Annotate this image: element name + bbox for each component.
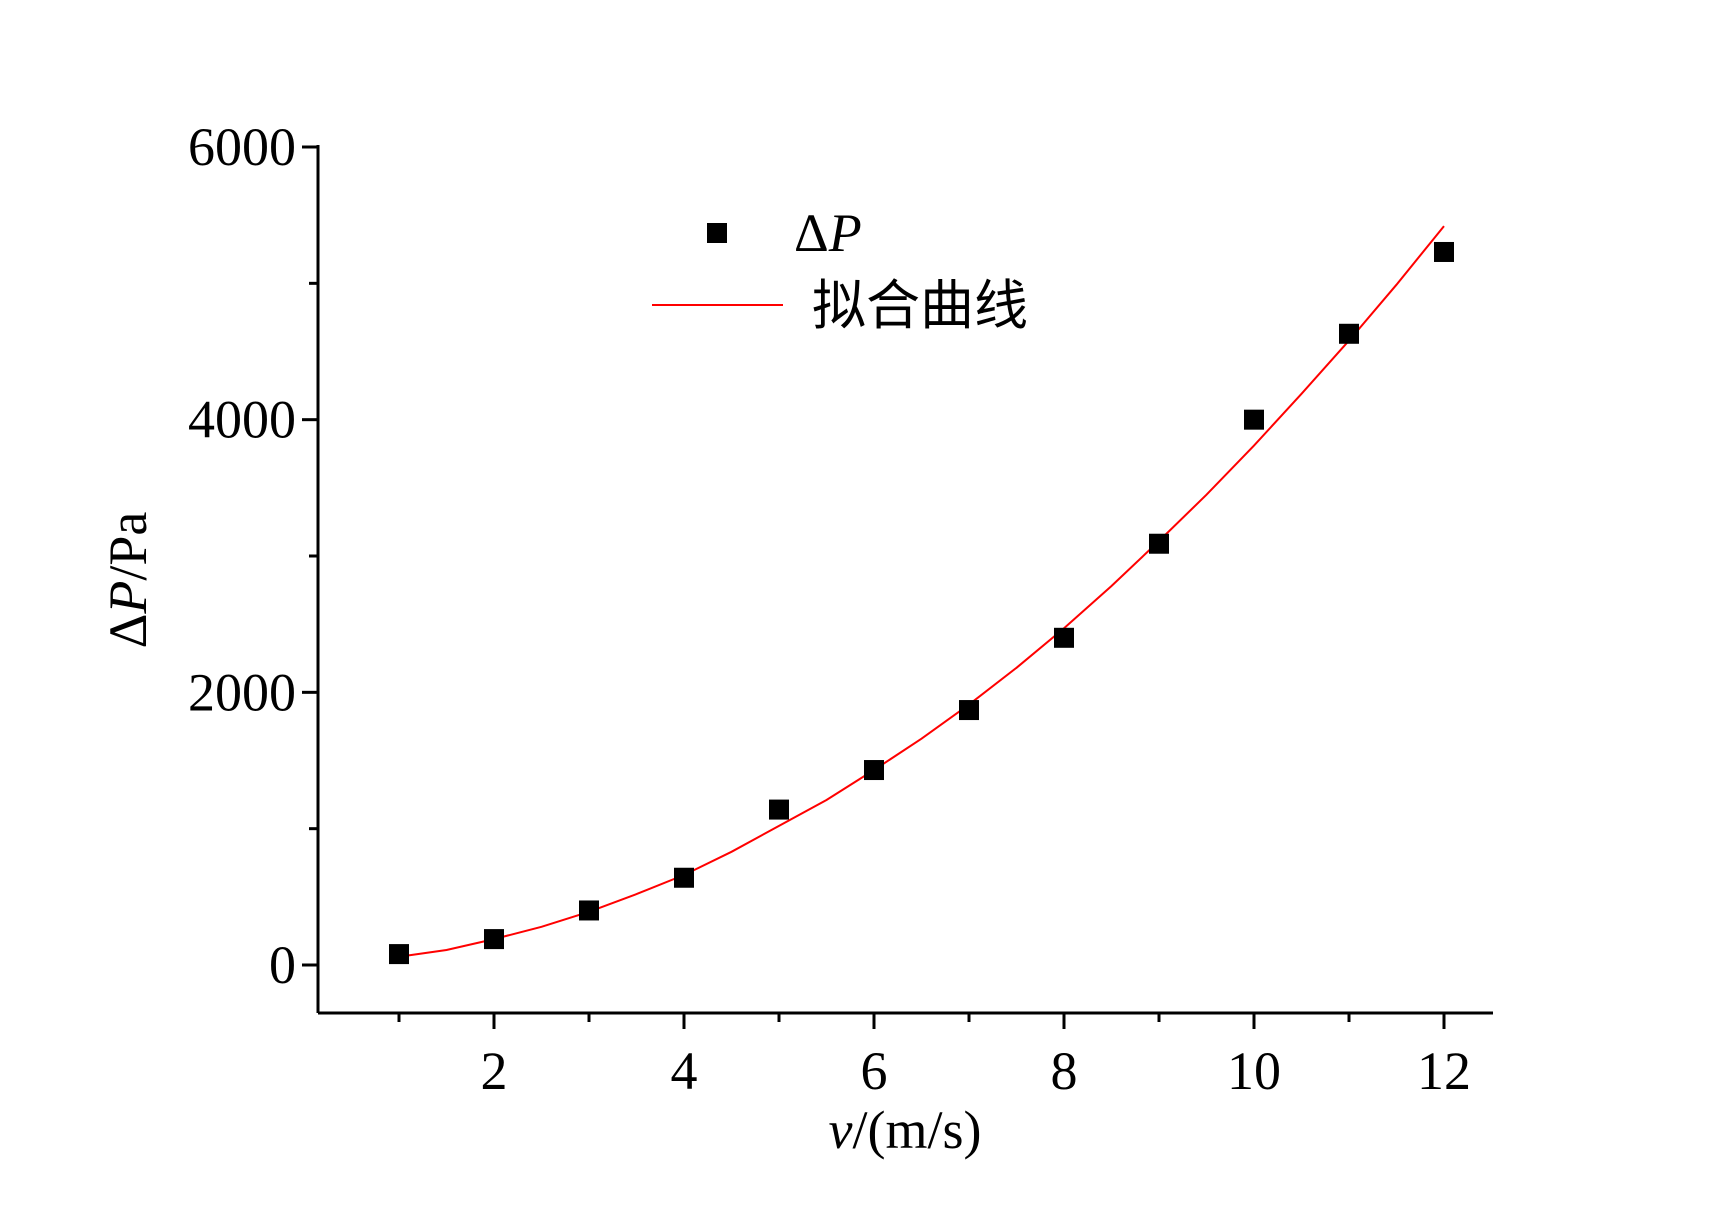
axes: [316, 145, 1493, 1015]
data-point: [1434, 241, 1454, 262]
x-tick-label: 6: [861, 1041, 888, 1101]
data-point: [1339, 323, 1359, 344]
fit-curve-series: [398, 225, 1445, 958]
x-axis-var: v: [829, 1100, 853, 1160]
data-point: [1149, 533, 1169, 554]
y-tick-label: 6000: [188, 117, 296, 177]
legend-entry-fit: 拟合曲线: [812, 276, 1028, 336]
legend-marker-square: [707, 223, 727, 243]
legend-entry-measured: ΔP: [794, 203, 862, 263]
data-point: [959, 700, 979, 721]
data-point: [864, 760, 884, 781]
x-tick-label: 2: [481, 1041, 508, 1101]
y-tick-label: 4000: [188, 390, 296, 450]
y-tick-label: 2000: [188, 662, 296, 722]
tick-labels: 2 4 6 8 10 12 0 2000 4000 6000: [188, 117, 1471, 1101]
x-tick-label: 4: [671, 1041, 698, 1101]
ticks: [302, 145, 1446, 1029]
data-point: [1244, 409, 1264, 430]
y-tick-label: 0: [269, 935, 296, 995]
y-axis-title: ΔP/Pa: [98, 512, 158, 649]
legend-delta: Δ: [794, 203, 829, 263]
x-tick-label: 10: [1227, 1041, 1281, 1101]
legend: ΔP 拟合曲线: [652, 203, 1028, 336]
y-axis-unit: /Pa: [98, 512, 158, 581]
y-axis-var: P: [98, 581, 158, 615]
x-tick-label: 12: [1417, 1041, 1471, 1101]
data-point: [579, 900, 599, 921]
fit-curve-line: [398, 225, 1445, 958]
data-point: [389, 944, 409, 965]
data-point: [674, 867, 694, 888]
measured-series: [389, 241, 1454, 965]
x-axis-unit: /(m/s): [852, 1100, 981, 1160]
y-axis-delta: Δ: [98, 614, 158, 649]
legend-var: P: [828, 203, 862, 263]
data-point: [484, 929, 504, 950]
data-point: [1054, 627, 1074, 648]
x-axis-title: v/(m/s): [829, 1100, 982, 1160]
x-tick-label: 8: [1051, 1041, 1078, 1101]
data-point: [769, 799, 789, 820]
